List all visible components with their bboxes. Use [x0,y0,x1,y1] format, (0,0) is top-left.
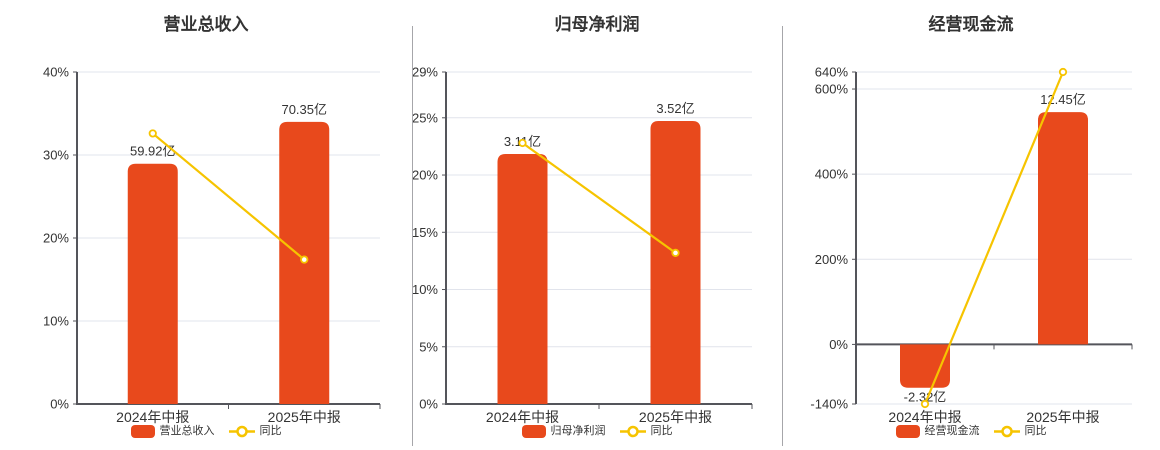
y-axis-tick-label: 29% [412,65,438,80]
yoy-marker [671,248,680,257]
bar-value-label: 3.52亿 [656,101,694,116]
yoy-marker [920,399,930,409]
yoy-marker [518,138,527,148]
panel-operating-cash-flow: 经营现金流 -140% 0% 200% 400% 600% 640% -2.32亿 12.45… [782,0,1160,450]
x-axis-category-label: 2024年中报 [116,409,189,425]
panel-divider [412,26,413,446]
y-axis-tick-label: 10% [412,282,438,297]
chart-title-cash-flow: 经营现金流 [928,15,1014,34]
y-axis-tick-label: 25% [412,110,438,125]
bar-swatch-icon [521,425,546,438]
bar [497,153,548,404]
x-axis-category-label: 2024年中报 [486,409,559,425]
y-axis-tick-label: 30% [43,148,69,163]
legend-item-revenue-yoy[interactable]: 同比 [228,425,282,438]
legend-item-net-profit-yoy[interactable]: 同比 [619,425,673,438]
legend-cash-flow: 经营现金流 同比 [782,425,1160,438]
chart-title-revenue: 营业总收入 [163,15,249,34]
yoy-line-marker-icon [228,425,255,438]
legend-label-yoy: 同比 [650,425,673,437]
yoy-marker [148,129,157,138]
bar-swatch-icon [895,425,920,438]
legend-item-revenue-bar[interactable]: 营业总收入 [130,425,215,438]
panel-operating-revenue: 营业总收入 0% 10% 20% 30% 40% 59.92亿 70.35亿 2024年中报 2… [0,0,412,450]
chart-title-net-profit: 归母净利润 [554,15,640,34]
legend-item-cash-flow-yoy[interactable]: 同比 [993,425,1047,438]
bar-value-label: 59.92亿 [130,144,176,159]
y-axis-tick-label: -140% [810,397,848,412]
legend-label-bar: 经营现金流 [924,425,980,437]
yoy-line-marker-icon [619,425,646,438]
y-axis-tick-label: 10% [43,314,69,329]
bar-value-label: 70.35亿 [281,102,327,117]
y-axis-tick-label: 0% [419,397,438,412]
legend-label-bar: 营业总收入 [159,425,215,437]
y-axis-tick-label: 5% [419,339,438,354]
legend-label-yoy: 同比 [259,425,282,437]
bar [900,344,950,388]
y-axis-tick-label: 0% [829,337,848,352]
y-axis-tick-label: 200% [815,252,849,267]
y-axis-tick-label: 640% [815,65,849,80]
x-axis-category-label: 2025年中报 [1026,409,1099,425]
bar-swatch-icon [130,425,155,438]
legend-net-profit: 归母净利润 同比 [412,425,782,438]
panel-net-profit: 归母净利润 0%5%10%15%20%25%29%3.11亿3.52亿2024年… [412,0,782,450]
legend-item-net-profit-bar[interactable]: 归母净利润 [521,425,606,438]
bar [127,163,178,404]
yoy-marker [300,255,309,264]
yoy-line-marker-icon [993,425,1020,438]
revenue-chart-canvas: 0% 10% 20% 30% 40% 59.92亿 70.35亿 2024年中报 2025年中报 [43,65,381,425]
y-axis-tick-label: 400% [815,167,849,182]
y-axis-tick-label: 600% [815,82,849,97]
y-axis-tick-label: 40% [43,65,69,80]
yoy-line [152,132,305,261]
bar-value-label: 12.45亿 [1040,92,1086,107]
legend-label-bar: 归母净利润 [550,425,606,437]
bar [650,121,701,404]
panel-divider [782,26,783,446]
yoy-line [521,142,677,254]
x-axis-category-label: 2025年中报 [268,409,341,425]
yoy-line [923,71,1065,405]
bar-value-label: -2.32亿 [904,390,947,405]
net-profit-chart-canvas: 0%5%10%15%20%25%29%3.11亿3.52亿2024年中报2025… [412,65,753,425]
y-axis-tick-label: 0% [50,397,69,412]
x-axis-category-label: 2024年中报 [888,409,961,425]
bar [1038,112,1088,345]
yoy-marker [1058,67,1068,77]
x-axis-category-label: 2025年中报 [639,409,712,425]
legend-item-cash-flow-bar[interactable]: 经营现金流 [895,425,980,438]
y-axis-tick-label: 20% [412,168,438,183]
y-axis-tick-label: 15% [412,225,438,240]
legend-label-yoy: 同比 [1024,425,1047,437]
y-axis-tick-label: 20% [43,231,69,246]
legend-revenue: 营业总收入 同比 [0,425,412,438]
cash-flow-chart-canvas: -140% 0% 200% 400% 600% 640% -2.32亿 12.45亿 2024年… [810,65,1133,425]
